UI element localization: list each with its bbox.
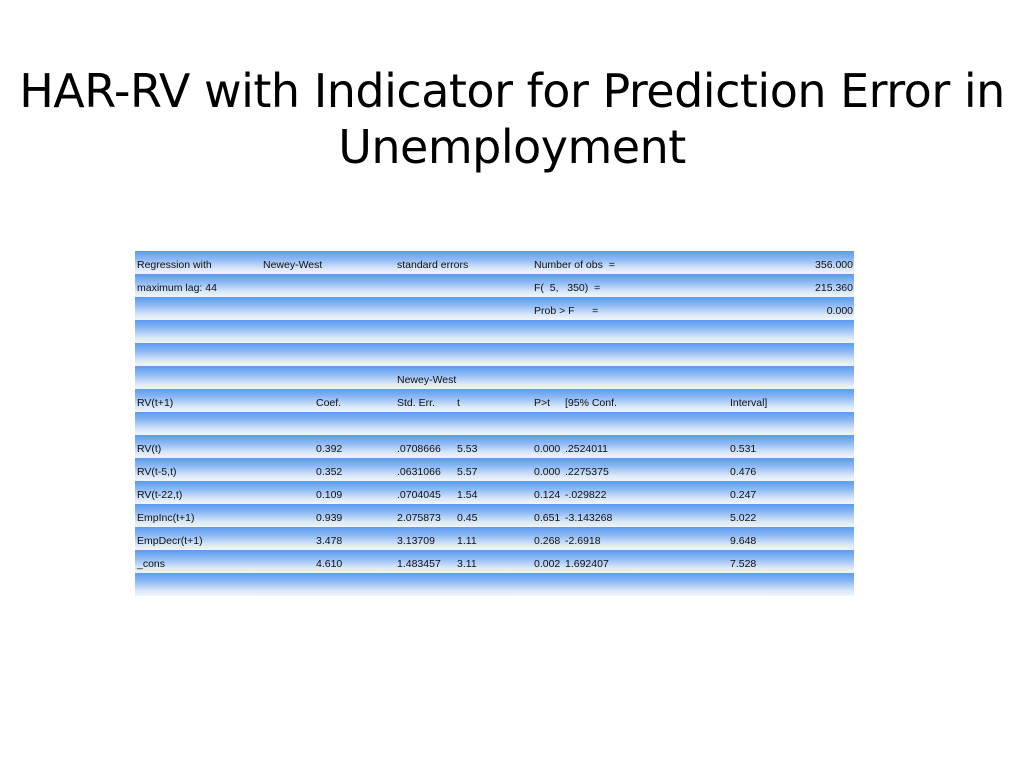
header-cell: Coef.: [316, 397, 342, 409]
variable-cell: _cons: [137, 558, 166, 570]
variable-cell: RV(t-22,t): [137, 489, 183, 501]
std-err-cell: .0631066: [397, 466, 441, 478]
conf-high-cell: 0.476: [730, 466, 757, 478]
header-cell: RV(t+1): [137, 397, 174, 409]
header-cell: [95% Conf.: [565, 397, 617, 409]
header-cell: F( 5, 350) =: [534, 282, 601, 294]
coef-cell: 0.939: [316, 512, 343, 524]
coef-cell: 3.478: [316, 535, 343, 547]
p-value-cell: 0.000: [534, 466, 561, 478]
table-row: EmpDecr(t+1) 3.478 3.13709 1.11 0.268 -2.6918…: [135, 527, 854, 550]
empty-row: [135, 573, 854, 596]
p-value-cell: 0.000: [534, 443, 561, 455]
conf-low-cell: .2275375: [565, 466, 609, 478]
std-err-cell: .0708666: [397, 443, 441, 455]
conf-high-cell: 0.247: [730, 489, 757, 501]
variable-cell: EmpDecr(t+1): [137, 535, 203, 547]
variable-cell: EmpInc(t+1): [137, 512, 195, 524]
conf-low-cell: -.029822: [565, 489, 607, 501]
empty-row: [135, 343, 854, 366]
p-value-cell: 0.268: [534, 535, 561, 547]
conf-low-cell: -3.143268: [565, 512, 613, 524]
std-err-cell: 2.075873: [397, 512, 441, 524]
t-stat-cell: 5.57: [457, 466, 478, 478]
header-row: maximum lag: 44 F( 5, 350) = 215.360: [135, 274, 854, 297]
header-row: Prob > F = 0.000: [135, 297, 854, 320]
header-row: Newey-West: [135, 366, 854, 389]
conf-low-cell: .2524011: [565, 443, 609, 455]
t-stat-cell: 0.45: [457, 512, 478, 524]
p-value-cell: 0.124: [534, 489, 561, 501]
empty-row: [135, 412, 854, 435]
regression-table: Regression with Newey-West standard errors…: [135, 251, 854, 596]
header-cell: Number of obs =: [534, 259, 615, 271]
conf-high-cell: 5.022: [730, 512, 757, 524]
variable-cell: RV(t): [137, 443, 162, 455]
header-cell: 215.360: [815, 282, 853, 294]
coef-cell: 0.352: [316, 466, 343, 478]
table-row: _cons 4.610 1.483457 3.11 0.002 1.692407 7.528: [135, 550, 854, 573]
t-stat-cell: 1.54: [457, 489, 478, 501]
header-cell: Newey-West: [397, 374, 457, 386]
header-cell: Std. Err.: [397, 397, 435, 409]
header-cell: Regression with: [137, 259, 212, 271]
header-cell: standard errors: [397, 259, 469, 271]
std-err-cell: 3.13709: [397, 535, 435, 547]
header-cell: Interval]: [730, 397, 768, 409]
coef-cell: 0.109: [316, 489, 343, 501]
header-cell: Prob > F =: [534, 305, 599, 317]
conf-high-cell: 7.528: [730, 558, 757, 570]
coef-cell: 4.610: [316, 558, 343, 570]
p-value-cell: 0.002: [534, 558, 561, 570]
coef-cell: 0.392: [316, 443, 343, 455]
t-stat-cell: 1.11: [457, 535, 477, 547]
header-cell: P>t: [534, 397, 551, 409]
conf-high-cell: 0.531: [730, 443, 757, 455]
table-row: RV(t-22,t) 0.109 .0704045 1.54 0.124 -.029822…: [135, 481, 854, 504]
header-cell: maximum lag: 44: [137, 282, 217, 294]
header-cell: Newey-West: [263, 259, 323, 271]
std-err-cell: 1.483457: [397, 558, 441, 570]
conf-high-cell: 9.648: [730, 535, 757, 547]
table-row: RV(t) 0.392 .0708666 5.53 0.000 .2524011 0.531: [135, 435, 854, 458]
header-cell: 0.000: [826, 305, 853, 317]
t-stat-cell: 5.53: [457, 443, 478, 455]
slide-title: HAR-RV with Indicator for Prediction Err…: [19, 63, 1005, 174]
t-stat-cell: 3.11: [457, 558, 477, 570]
variable-cell: RV(t-5,t): [137, 466, 177, 478]
conf-low-cell: 1.692407: [565, 558, 609, 570]
std-err-cell: .0704045: [397, 489, 441, 501]
table-row: RV(t-5,t) 0.352 .0631066 5.57 0.000 .2275375 0…: [135, 458, 854, 481]
p-value-cell: 0.651: [534, 512, 561, 524]
header-row: RV(t+1) Coef. Std. Err. t P>t [95% Conf. Inter…: [135, 389, 854, 412]
conf-low-cell: -2.6918: [565, 535, 601, 547]
header-row: Regression with Newey-West standard errors…: [135, 251, 854, 274]
empty-row: [135, 320, 854, 343]
header-cell: 356.000: [815, 259, 853, 271]
table-row: EmpInc(t+1) 0.939 2.075873 0.45 0.651 -3.1432…: [135, 504, 854, 527]
header-cell: t: [457, 397, 460, 409]
